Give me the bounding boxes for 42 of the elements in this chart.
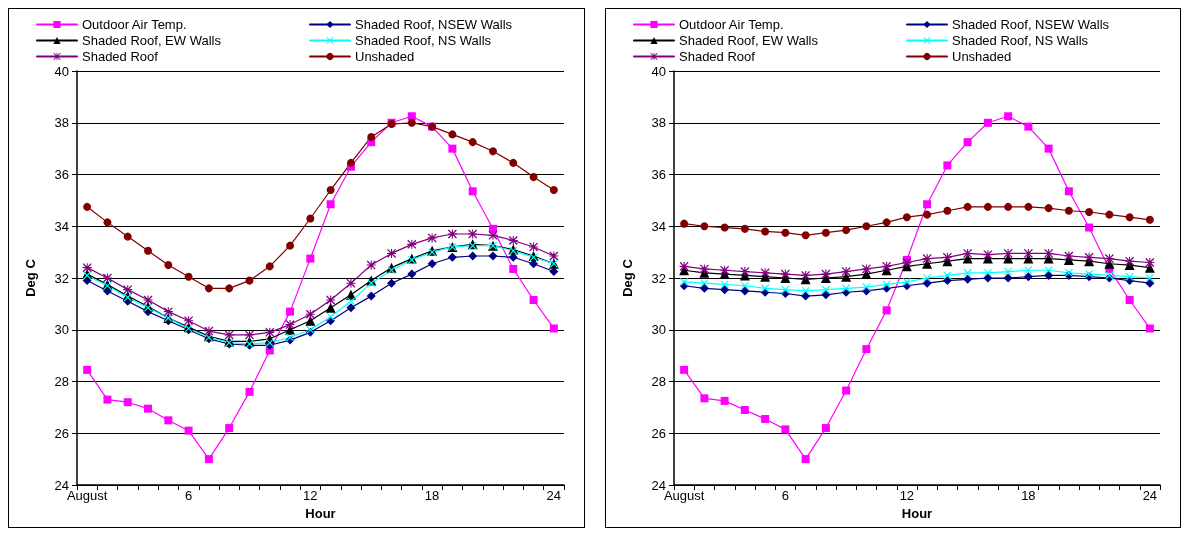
- x-axis-title: Hour: [901, 505, 933, 521]
- x-tick-label: 12: [303, 488, 318, 503]
- y-tick-label: 28: [54, 374, 69, 389]
- legend-label: Shaded Roof, NSEW Walls: [952, 17, 1110, 32]
- y-tick-label: 38: [54, 115, 69, 131]
- y-tick-label: 26: [651, 425, 666, 441]
- x-tick-label: 6: [781, 488, 789, 503]
- legend-label: Outdoor Air Temp.: [679, 17, 784, 32]
- y-tick-label: 24: [651, 477, 666, 493]
- legend-label: Outdoor Air Temp.: [82, 17, 187, 32]
- x-tick-label: 24: [546, 488, 562, 503]
- y-tick-label: 36: [54, 167, 69, 182]
- y-tick-label: 26: [54, 425, 69, 441]
- y-tick-label: 24: [54, 477, 69, 493]
- x-tick-label: 18: [1021, 488, 1036, 503]
- x-tick-label: 24: [1142, 488, 1158, 503]
- y-axis-title: Deg C: [23, 258, 38, 297]
- y-tick-label: 32: [651, 270, 666, 286]
- legend-label: Shaded Roof: [82, 49, 159, 64]
- legend-label: Shaded Roof, EW Walls: [679, 33, 819, 48]
- x-tick-label: 6: [184, 488, 193, 503]
- y-tick-label: 34: [651, 218, 666, 234]
- legend-label: Unshaded: [952, 49, 1012, 64]
- legend-label: Shaded Roof, NS Walls: [355, 33, 492, 48]
- y-tick-label: 30: [54, 322, 69, 338]
- y-tick-label: 40: [54, 63, 69, 79]
- y-tick-label: 36: [651, 167, 666, 182]
- legend-label: Shaded Roof, EW Walls: [82, 33, 222, 48]
- y-axis-title: Deg C: [620, 258, 635, 297]
- legend-label: Shaded Roof, NS Walls: [952, 33, 1089, 48]
- y-tick-label: 38: [651, 115, 666, 131]
- x-tick-label: 12: [899, 488, 915, 503]
- y-tick-label: 32: [54, 270, 69, 286]
- x-axis-title: Hour: [305, 505, 336, 521]
- x-tick-label: 18: [424, 488, 440, 503]
- y-tick-label: 28: [651, 374, 666, 389]
- y-tick-label: 34: [54, 218, 69, 234]
- y-tick-label: 30: [651, 322, 666, 338]
- legend-label: Shaded Roof: [679, 49, 756, 64]
- legend-label: Shaded Roof, NSEW Walls: [355, 17, 513, 32]
- legend-label: Unshaded: [355, 49, 415, 64]
- y-tick-label: 40: [651, 63, 666, 79]
